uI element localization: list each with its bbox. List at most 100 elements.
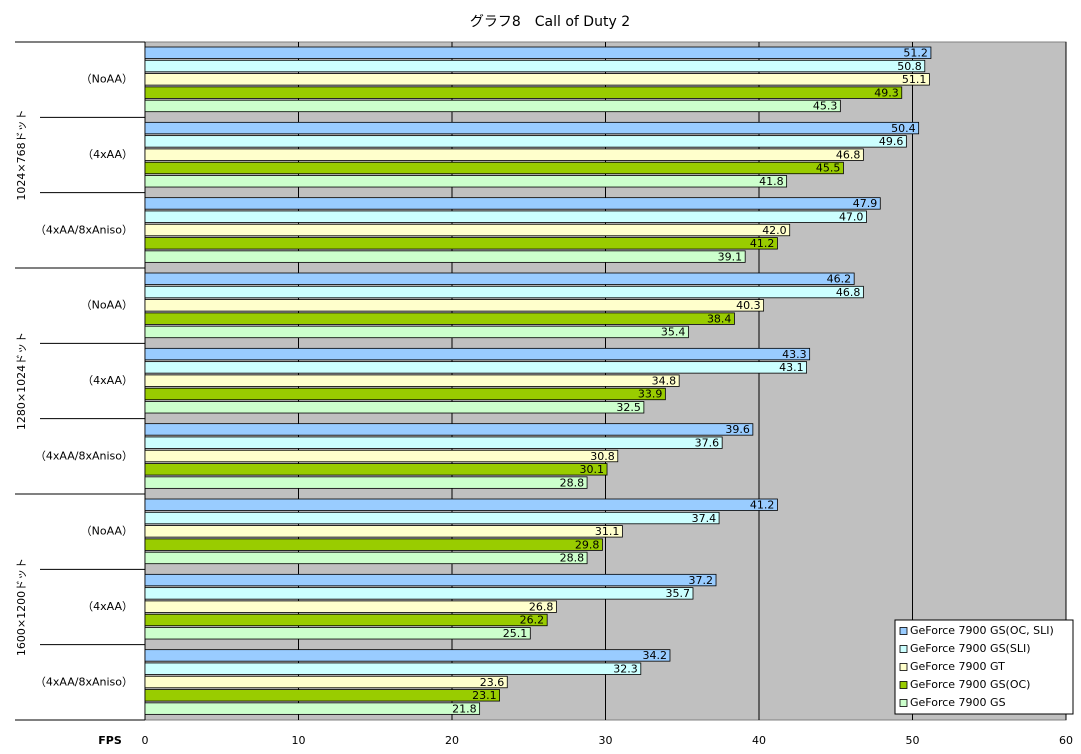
bar <box>144 600 557 613</box>
y-tick-label: （4xAA） <box>82 600 133 613</box>
bar <box>144 573 717 587</box>
value-label: 39.1 <box>718 250 743 263</box>
group-label: 1280×1024ドット <box>15 332 28 430</box>
bar <box>144 272 855 285</box>
bar <box>144 423 754 436</box>
value-label: 28.8 <box>560 476 585 489</box>
value-label: 23.6 <box>480 676 505 689</box>
y-tick-label: （4xAA/8xAniso） <box>35 675 133 688</box>
bar <box>144 662 642 675</box>
value-label: 34.2 <box>642 649 667 662</box>
bar <box>144 223 791 237</box>
bar <box>144 702 481 715</box>
value-label: 46.2 <box>827 273 852 286</box>
bar <box>144 312 735 325</box>
value-label: 34.8 <box>652 374 677 387</box>
value-label: 41.2 <box>750 237 775 250</box>
legend-label: GeForce 7900 GT <box>910 660 1005 673</box>
bar <box>144 135 907 148</box>
x-tick-label: 10 <box>292 734 306 747</box>
value-label: 26.8 <box>529 600 554 613</box>
y-tick-label: （4xAA） <box>82 148 133 161</box>
bar <box>144 148 864 161</box>
value-label: 51.2 <box>903 47 928 60</box>
value-label: 43.3 <box>782 348 807 361</box>
bar <box>144 525 623 538</box>
value-label: 30.1 <box>580 463 605 476</box>
legend-box <box>894 619 1074 715</box>
bar <box>144 361 807 374</box>
value-label: 46.8 <box>836 286 861 299</box>
chart-title: グラフ8 Call of Duty 2 <box>470 14 630 30</box>
x-axis-label: FPS <box>98 734 122 747</box>
bar <box>144 587 694 600</box>
value-label: 28.8 <box>560 552 585 565</box>
bar <box>144 197 881 210</box>
value-label: 29.8 <box>575 538 600 551</box>
x-tick-label: 60 <box>1059 734 1073 747</box>
bar <box>144 347 811 361</box>
y-tick-label: （NoAA） <box>81 73 133 86</box>
value-label: 21.8 <box>452 702 477 715</box>
value-label: 23.1 <box>472 689 497 702</box>
bar <box>144 689 500 702</box>
bar <box>144 299 765 312</box>
legend-swatch <box>899 699 908 707</box>
legend-swatch <box>899 663 908 671</box>
value-label: 31.1 <box>595 525 620 538</box>
bar <box>144 374 680 387</box>
value-label: 25.1 <box>503 627 528 640</box>
bar <box>144 463 608 476</box>
value-label: 33.9 <box>638 388 663 401</box>
value-label: 49.3 <box>874 86 899 99</box>
value-label: 26.2 <box>520 614 545 627</box>
bar <box>144 627 531 640</box>
bar <box>144 449 619 463</box>
bar <box>144 325 689 339</box>
bar <box>144 99 841 113</box>
value-label: 32.3 <box>613 662 638 675</box>
value-label: 45.3 <box>813 100 838 113</box>
value-label: 45.5 <box>816 162 841 175</box>
value-label: 51.1 <box>902 73 927 86</box>
value-label: 46.8 <box>836 148 861 161</box>
bar <box>144 210 867 223</box>
bar <box>144 436 723 449</box>
value-label: 40.3 <box>736 299 761 312</box>
y-tick-label: （NoAA） <box>81 299 133 312</box>
group-label: 1600×1200ドット <box>15 558 28 656</box>
bar <box>144 237 778 250</box>
x-tick-label: 0 <box>142 734 149 747</box>
legend-label: GeForce 7900 GS(OC, SLI) <box>910 624 1054 637</box>
bar <box>144 161 844 175</box>
legend-label: GeForce 7900 GS <box>910 696 1006 709</box>
value-label: 39.6 <box>725 423 750 436</box>
bar <box>144 675 508 689</box>
bar <box>144 121 920 135</box>
value-label: 38.4 <box>707 312 732 325</box>
legend-label: GeForce 7900 GS(SLI) <box>910 642 1030 655</box>
bar <box>144 175 788 188</box>
value-label: 30.8 <box>590 450 615 463</box>
value-label: 42.0 <box>762 224 787 237</box>
group-label: 1024×768ドット <box>15 109 28 200</box>
bar <box>144 285 864 299</box>
value-label: 37.4 <box>692 512 717 525</box>
value-label: 41.8 <box>759 175 784 188</box>
value-label: 32.5 <box>616 401 641 414</box>
bar <box>144 551 588 565</box>
y-tick-label: （4xAA/8xAniso） <box>35 449 133 462</box>
x-tick-label: 50 <box>906 734 920 747</box>
value-label: 50.8 <box>897 60 922 73</box>
bar <box>144 538 603 551</box>
bar <box>144 73 930 86</box>
value-label: 41.2 <box>750 499 775 512</box>
bar <box>144 511 720 525</box>
bar <box>144 476 588 489</box>
bar <box>144 401 645 414</box>
value-label: 47.0 <box>839 210 864 223</box>
bar <box>144 387 666 401</box>
bar <box>144 59 926 73</box>
bar <box>144 46 932 59</box>
